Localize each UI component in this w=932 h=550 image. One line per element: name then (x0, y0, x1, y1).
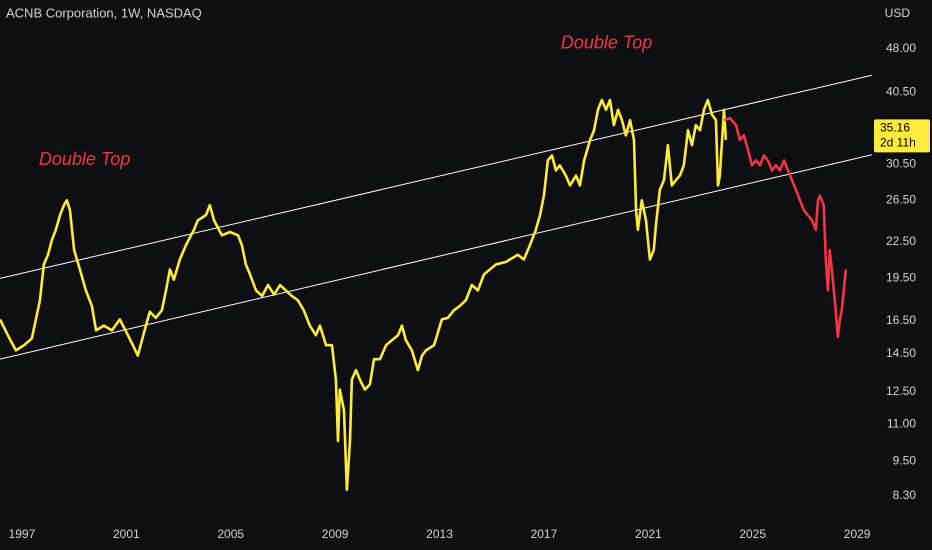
price-line (723, 116, 848, 339)
annotation: Double Top (561, 33, 652, 53)
y-tick-label: 40.50 (886, 84, 916, 98)
countdown: 2d 11h (880, 135, 916, 149)
x-tick-label: 2025 (739, 527, 766, 541)
y-tick-label: 30.50 (886, 157, 916, 171)
y-tick-label: 9.50 (893, 454, 917, 468)
x-tick-label: 2005 (217, 527, 244, 541)
plot-area (0, 74, 872, 492)
annotation: Double Top (39, 149, 130, 169)
y-tick-label: 14.50 (886, 346, 916, 360)
y-tick-label: 22.50 (886, 234, 916, 248)
last-price: 35.16 (880, 120, 910, 134)
x-tick-label: 2001 (113, 527, 140, 541)
currency-label: USD (885, 6, 911, 20)
channel-line (0, 74, 872, 279)
y-tick-label: 8.30 (893, 488, 917, 502)
y-tick-label: 16.50 (886, 313, 916, 327)
y-tick-label: 26.50 (886, 192, 916, 206)
y-tick-label: 48.00 (886, 41, 916, 55)
y-tick-label: 11.00 (887, 416, 916, 430)
x-tick-label: 2017 (531, 527, 558, 541)
y-tick-label: 19.50 (886, 271, 916, 285)
y-tick-label: 12.50 (886, 384, 916, 398)
x-tick-label: 2009 (322, 527, 349, 541)
price-line (0, 98, 728, 492)
last-price-box (874, 119, 930, 153)
chart-title: ACNB Corporation, 1W, NASDAQ (6, 5, 202, 20)
x-tick-label: 2013 (426, 527, 453, 541)
x-tick-label: 2029 (844, 527, 871, 541)
price-axis (872, 0, 932, 550)
x-tick-label: 2021 (635, 527, 662, 541)
x-tick-label: 1997 (9, 527, 36, 541)
